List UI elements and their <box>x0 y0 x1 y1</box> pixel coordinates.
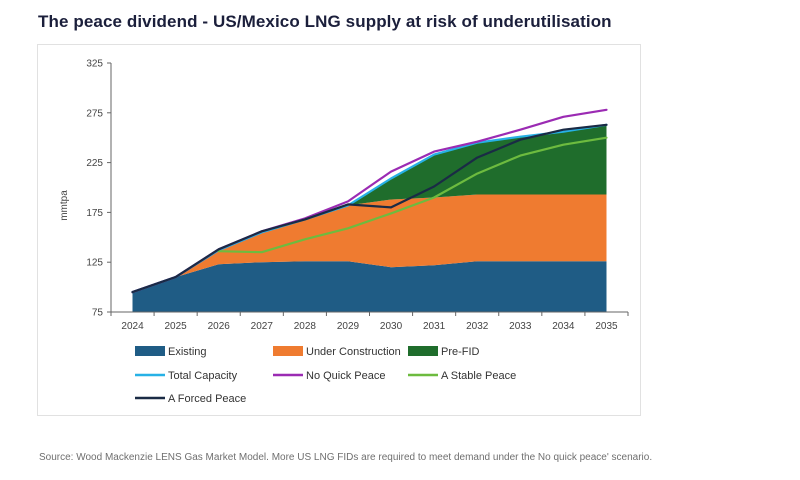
line-a-stable-peace <box>217 136 608 254</box>
lng-supply-chart: 325 275 225 175 125 75 2024 2025 2026 2027 2028 202… <box>59 59 629 405</box>
area-pre-fid <box>132 124 607 293</box>
x-tick-label: 2032 <box>466 321 489 332</box>
legend-label-existing: Existing <box>168 346 207 358</box>
area-existing <box>132 261 607 312</box>
chart-panel: 325 275 225 175 125 75 2024 2025 2026 2027 2028 202… <box>37 44 641 416</box>
legend-label-a-forced-peace: A Forced Peace <box>168 393 246 405</box>
legend-label-under-construction: Under Construction <box>306 346 401 358</box>
x-tick-label: 2028 <box>294 321 317 332</box>
legend-swatch-existing <box>135 346 165 356</box>
legend-label-a-stable-peace: A Stable Peace <box>441 370 516 382</box>
y-tick-label: 325 <box>86 59 103 70</box>
line-a-forced-peace <box>131 123 608 294</box>
area-under-construction <box>132 194 607 293</box>
y-tick-label: 75 <box>92 308 104 319</box>
x-tick-label: 2031 <box>423 321 446 332</box>
x-tick-label: 2030 <box>380 321 403 332</box>
legend-label-pre-fid: Pre-FID <box>441 346 480 358</box>
y-tick-label: 125 <box>86 258 103 269</box>
legend-label-no-quick-peace: No Quick Peace <box>306 370 385 382</box>
y-axis-label: mmtpa <box>59 190 70 221</box>
x-tick-label: 2026 <box>208 321 231 332</box>
x-tick-label: 2024 <box>121 321 144 332</box>
legend-swatch-under-construction <box>273 346 303 356</box>
y-tick-label: 225 <box>86 158 103 169</box>
legend-label-total-capacity: Total Capacity <box>168 370 238 382</box>
source-note: Source: Wood Mackenzie LENS Gas Market M… <box>39 452 653 463</box>
x-tick-label: 2027 <box>251 321 274 332</box>
y-tick-label: 275 <box>86 108 103 119</box>
x-tick-label: 2029 <box>337 321 360 332</box>
x-tick-label: 2035 <box>595 321 618 332</box>
x-tick-label: 2025 <box>165 321 188 332</box>
x-tick-label: 2034 <box>552 321 575 332</box>
legend-swatch-pre-fid <box>408 346 438 356</box>
chart-title: The peace dividend - US/Mexico LNG suppl… <box>38 12 612 31</box>
x-tick-label: 2033 <box>509 321 532 332</box>
y-tick-label: 175 <box>86 208 103 219</box>
